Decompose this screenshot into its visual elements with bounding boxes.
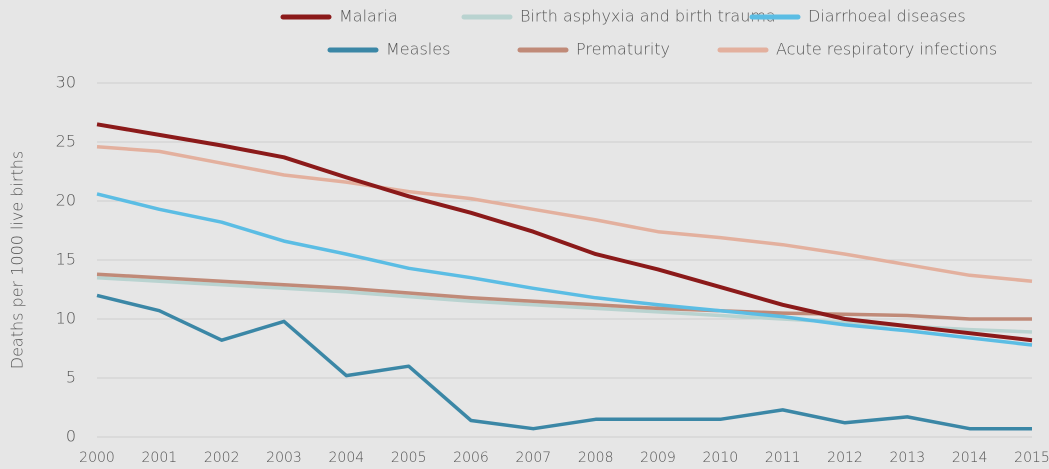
data-line (96, 144, 1033, 283)
data-line (96, 192, 1033, 347)
legend-label: Prematurity (576, 40, 670, 59)
y-tick-label: 15 (56, 250, 76, 269)
x-tick-label: 2007 (516, 450, 552, 466)
x-tick-label: 2000 (79, 450, 115, 466)
x-tick-label: 2008 (578, 450, 614, 466)
x-tick-label: 2010 (703, 450, 739, 466)
x-tick-label: 2001 (142, 450, 178, 466)
x-tick-label: 2004 (329, 450, 365, 466)
y-tick-label: 0 (66, 427, 76, 446)
y-axis-label: Deaths per 1000 live births (8, 151, 27, 370)
x-tick-label: 2013 (890, 450, 926, 466)
x-tick-label: 2014 (952, 450, 988, 466)
x-tick-label: 2009 (640, 450, 676, 466)
x-tick-label: 2002 (204, 450, 240, 466)
y-tick-label: 5 (66, 368, 76, 387)
y-tick-label: 25 (56, 132, 76, 151)
y-tick-label: 20 (56, 191, 76, 210)
x-tick-label: 2005 (391, 450, 427, 466)
y-tick-label: 30 (56, 73, 76, 92)
x-tick-label: 2015 (1014, 450, 1049, 466)
data-line (96, 293, 1032, 431)
legend-label: Birth asphyxia and birth trauma (520, 7, 776, 26)
legend-label: Malaria (339, 7, 398, 26)
x-tick-label: 2006 (453, 450, 489, 466)
data-line (96, 122, 1033, 343)
y-tick-label: 10 (56, 309, 76, 328)
x-tick-label: 2003 (266, 450, 302, 466)
legend-label: Acute respiratory infections (776, 40, 997, 59)
x-tick-label: 2012 (827, 450, 863, 466)
x-tick-label: 2011 (765, 450, 801, 466)
legend-label: Diarrhoeal diseases (808, 7, 966, 26)
legend-label: Measles (386, 40, 450, 59)
data-line (96, 272, 1032, 321)
